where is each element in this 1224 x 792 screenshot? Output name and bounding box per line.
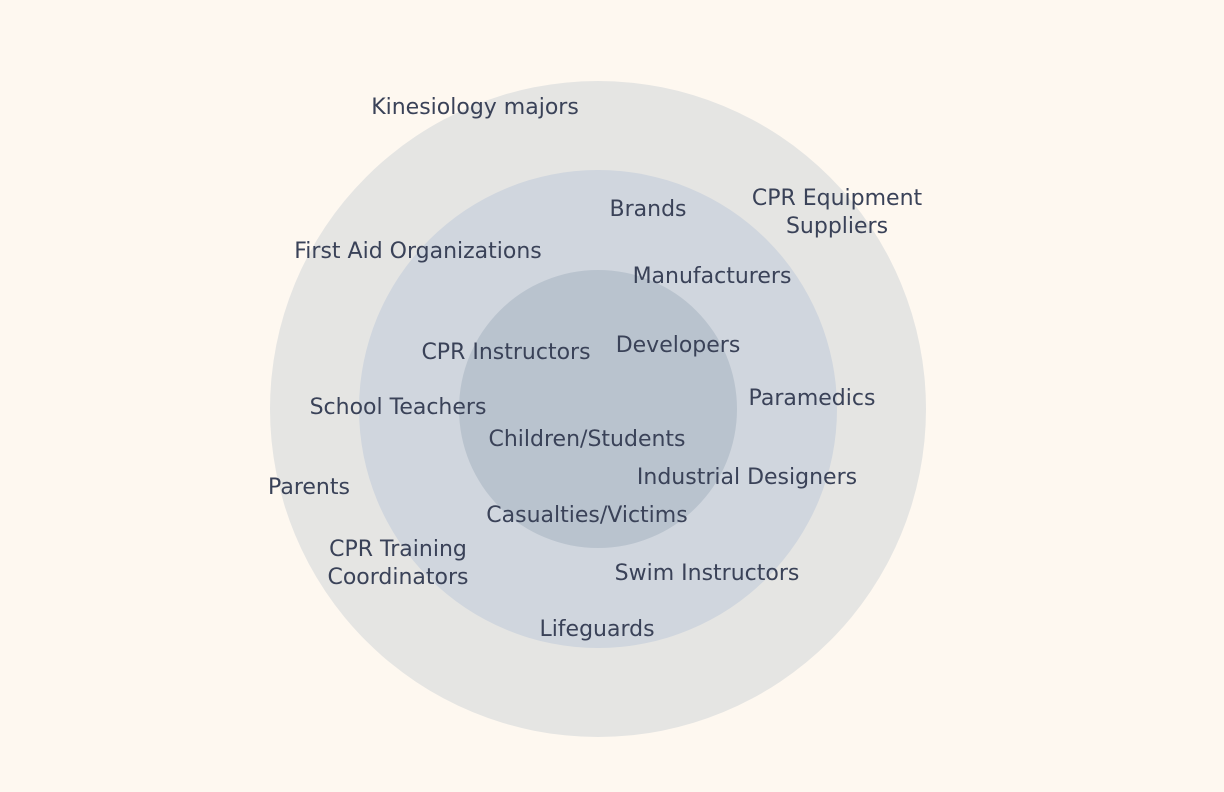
inner-ring <box>459 270 737 548</box>
label-parents: Parents <box>268 475 350 500</box>
label-industrial-designers: Industrial Designers <box>636 465 858 490</box>
label-cpr-instructors: CPR Instructors <box>421 340 591 365</box>
label-developers: Developers <box>615 333 741 358</box>
label-children-students: Children/Students <box>488 427 686 452</box>
label-brands: Brands <box>609 197 687 222</box>
label-lifeguards: Lifeguards <box>539 617 655 642</box>
label-cpr-training-coordinators: CPR Training Coordinators <box>327 537 469 590</box>
label-casualties-victims: Casualties/Victims <box>486 503 688 528</box>
label-paramedics: Paramedics <box>748 386 876 411</box>
label-manufacturers: Manufacturers <box>632 264 792 289</box>
label-cpr-equipment-suppliers: CPR Equipment Suppliers <box>751 186 923 239</box>
label-first-aid-organizations: First Aid Organizations <box>294 239 542 264</box>
label-kinesiology-majors: Kinesiology majors <box>371 95 579 120</box>
label-school-teachers: School Teachers <box>309 395 487 420</box>
label-swim-instructors: Swim Instructors <box>614 561 800 586</box>
